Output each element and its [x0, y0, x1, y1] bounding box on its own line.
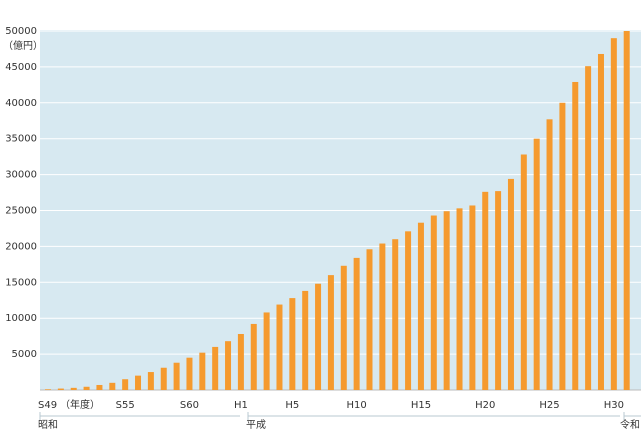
y-tick-label: 5000	[12, 349, 37, 360]
bar	[443, 211, 450, 390]
bar	[533, 138, 540, 390]
bar	[546, 119, 553, 391]
bar	[276, 304, 283, 390]
bar	[379, 243, 386, 390]
bar	[507, 178, 514, 390]
x-tick-label: H20	[475, 400, 495, 411]
bar	[495, 191, 502, 390]
bar	[212, 346, 219, 390]
bar	[135, 375, 142, 390]
bar	[417, 222, 424, 390]
bar	[186, 357, 193, 390]
bar	[482, 191, 489, 390]
x-tick-label: S60	[180, 400, 199, 411]
bar	[70, 387, 77, 390]
y-tick-label: 45000	[5, 62, 37, 73]
bar	[610, 38, 617, 391]
bar	[160, 367, 167, 390]
bar	[57, 388, 64, 390]
bar	[572, 81, 579, 390]
bar	[122, 379, 129, 390]
x-tick-label: H10	[347, 400, 367, 411]
bar	[83, 386, 90, 390]
x-tick-label: H15	[411, 400, 431, 411]
bar	[340, 265, 347, 390]
bar	[327, 275, 334, 390]
bar	[96, 384, 103, 390]
x-tick-label: H5	[285, 400, 299, 411]
bar	[173, 362, 180, 390]
y-tick-label: 30000	[5, 170, 37, 181]
bar	[250, 323, 257, 390]
y-axis-label: （億円）	[3, 39, 43, 52]
bar	[469, 205, 476, 390]
x-tick-label: H30	[604, 400, 624, 411]
x-tick-label: H25	[539, 400, 559, 411]
bar	[263, 312, 270, 390]
x-tick-label: S49	[38, 400, 57, 411]
bar	[315, 283, 322, 390]
era-label: 昭和	[38, 419, 58, 431]
bar	[45, 389, 51, 390]
bar	[430, 215, 437, 390]
bar	[585, 66, 592, 390]
y-tick-label: 10000	[5, 313, 37, 324]
bar	[559, 102, 566, 391]
x-tick-label: S55	[116, 400, 135, 411]
y-tick-label: 40000	[5, 98, 37, 109]
bar	[405, 231, 412, 390]
era-label: 平成	[246, 419, 266, 431]
bar	[366, 249, 373, 390]
y-tick-label: 50000	[5, 26, 37, 37]
y-tick-label: 35000	[5, 134, 37, 145]
x-tick-label: H1	[234, 400, 248, 411]
y-tick-label: 25000	[5, 206, 37, 217]
x-note: （年度）	[60, 398, 100, 411]
bar	[237, 333, 244, 390]
bar	[597, 53, 604, 390]
bar	[289, 298, 296, 390]
bar	[147, 372, 154, 390]
bar	[520, 154, 527, 390]
bar	[225, 341, 232, 390]
bar	[392, 239, 399, 390]
bar	[199, 352, 206, 390]
y-tick-label: 15000	[5, 277, 37, 288]
bar	[353, 257, 360, 390]
y-tick-label: 20000	[5, 241, 37, 252]
bar	[109, 382, 116, 390]
bar	[456, 208, 463, 390]
bar	[302, 290, 309, 390]
era-label: 令和	[620, 418, 640, 431]
bar	[623, 31, 630, 390]
